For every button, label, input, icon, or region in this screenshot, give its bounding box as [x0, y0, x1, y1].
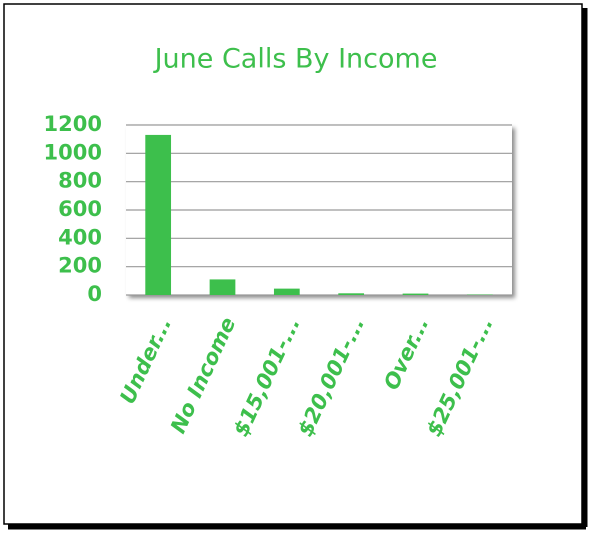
bar [403, 294, 429, 295]
y-tick-label: 200 [58, 254, 102, 278]
bar [145, 135, 171, 295]
bar [338, 293, 364, 295]
y-tick-label: 1200 [44, 112, 102, 136]
y-tick-label: 600 [58, 197, 102, 221]
y-tick-label: 400 [58, 225, 102, 249]
bar [210, 279, 236, 295]
y-tick-label: 1000 [44, 140, 102, 164]
bar [274, 289, 300, 295]
y-tick-label: 800 [58, 169, 102, 193]
y-tick-label: 0 [87, 282, 102, 306]
chart-title: June Calls By Income [153, 44, 438, 75]
